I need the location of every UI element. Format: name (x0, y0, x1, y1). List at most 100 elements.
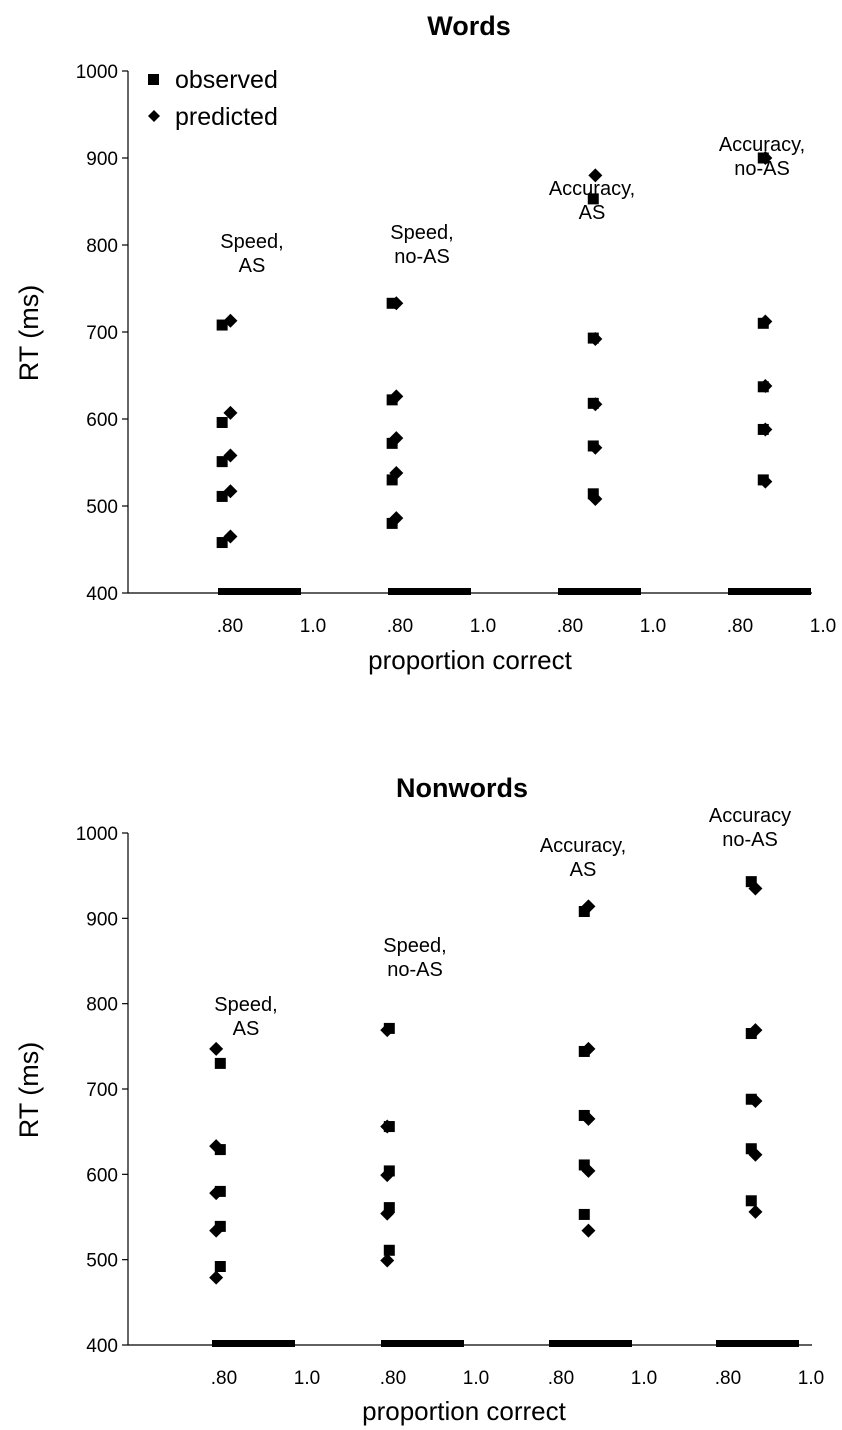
panel-baseline-bar (212, 1340, 295, 1347)
y-tick-label: 800 (86, 236, 118, 257)
predicted-point (748, 881, 763, 896)
predicted-point (223, 529, 238, 544)
observed-point (745, 876, 757, 888)
panel-condition-label: no-AS (734, 158, 790, 180)
panel-condition-label: Accuracy, (719, 134, 805, 156)
predicted-point (758, 474, 773, 489)
predicted-point (223, 313, 238, 328)
panel-baseline-bar (728, 588, 811, 595)
predicted-point (588, 168, 603, 183)
y-tick-label: 500 (86, 497, 118, 518)
legend-predicted-marker (148, 110, 160, 122)
observed-point (386, 437, 398, 449)
nonwords-y-ticks: 400 500 600 700 800 900 1000 (76, 824, 128, 1357)
predicted-point (389, 389, 404, 404)
observed-point (214, 1057, 226, 1069)
observed-point (745, 1028, 757, 1040)
observed-point (386, 394, 398, 406)
predicted-point (758, 314, 773, 329)
legend-observed-marker (148, 74, 159, 85)
observed-point (383, 1244, 395, 1256)
panel-condition-label: Accuracy, (549, 178, 635, 200)
observed-point (745, 1195, 757, 1207)
x-tick-label: 1.0 (631, 1368, 657, 1389)
predicted-point (389, 296, 404, 311)
predicted-point (748, 1204, 763, 1219)
panel-condition-label: Speed, (214, 994, 277, 1016)
x-tick-label: 1.0 (470, 616, 496, 637)
x-tick-label: .80 (380, 1368, 406, 1389)
x-tick-label: .80 (548, 1368, 574, 1389)
words-title: Words (427, 11, 511, 41)
predicted-point (380, 1253, 395, 1268)
nonwords-x-axis-label: proportion correct (362, 1396, 567, 1426)
words-y-axis-label: RT (ms) (14, 285, 44, 382)
y-tick-label: 800 (86, 995, 118, 1016)
observed-point (386, 474, 398, 486)
panel-condition-label: Accuracy, (540, 835, 626, 857)
predicted-point (758, 378, 773, 393)
panel-baseline-bar (558, 588, 641, 595)
observed-point (216, 416, 228, 428)
predicted-point (581, 1041, 596, 1056)
predicted-point (380, 1206, 395, 1221)
predicted-point (758, 422, 773, 437)
predicted-point (223, 484, 238, 499)
panel-condition-label: Speed, (383, 935, 446, 957)
predicted-point (209, 1270, 224, 1285)
x-tick-label: 1.0 (810, 616, 836, 637)
y-tick-label: 600 (86, 1165, 118, 1186)
panel-condition-label: Speed, (220, 231, 283, 253)
observed-point (578, 1109, 590, 1121)
words-legend: observed predicted (148, 66, 278, 131)
words-chart: Words RT (ms) proportion correct observe… (14, 11, 836, 675)
predicted-point (209, 1041, 224, 1056)
x-tick-label: .80 (387, 616, 413, 637)
y-tick-label: 700 (86, 323, 118, 344)
predicted-point (389, 511, 404, 526)
panel-baseline-bar (388, 588, 471, 595)
x-tick-label: 1.0 (300, 616, 326, 637)
predicted-point (748, 1023, 763, 1038)
nonwords-title: Nonwords (396, 773, 528, 803)
predicted-point (223, 405, 238, 420)
observed-point (745, 1143, 757, 1155)
observed-point (216, 456, 228, 468)
words-axes (127, 71, 812, 594)
y-tick-label: 1000 (76, 62, 118, 83)
panel-condition-label: Speed, (390, 222, 453, 244)
observed-point (578, 1208, 590, 1220)
observed-point (216, 490, 228, 502)
x-tick-label: 1.0 (640, 616, 666, 637)
predicted-point (209, 1186, 224, 1201)
nonwords-x-ticks: .80 1.0 .80 1.0 .80 1.0 .80 1.0 (211, 1340, 824, 1389)
observed-point (214, 1220, 226, 1232)
predicted-point (588, 492, 603, 507)
panel-condition-label: Accuracy (709, 805, 791, 827)
words-panels: Speed,ASSpeed,no-ASAccuracy,ASAccuracy,n… (220, 134, 805, 277)
panel-condition-label: AS (570, 859, 597, 881)
observed-point (216, 319, 228, 331)
panel-baseline-bar (716, 1340, 799, 1347)
observed-point (214, 1144, 226, 1156)
predicted-point (588, 397, 603, 412)
predicted-point (209, 1139, 224, 1154)
panel-condition-label: AS (233, 1018, 260, 1040)
legend-observed-label: observed (175, 66, 278, 94)
x-tick-label: .80 (211, 1368, 237, 1389)
x-tick-label: .80 (557, 616, 583, 637)
legend-predicted-label: predicted (175, 103, 278, 131)
nonwords-y-axis-label: RT (ms) (14, 1042, 44, 1139)
nonwords-chart: Nonwords RT (ms) proportion correct 400 5… (14, 773, 824, 1426)
predicted-point (748, 1093, 763, 1108)
predicted-point (581, 899, 596, 914)
y-tick-label: 400 (86, 584, 118, 605)
y-tick-label: 400 (86, 1336, 118, 1357)
x-tick-label: 1.0 (463, 1368, 489, 1389)
observed-point (214, 1260, 226, 1272)
panel-baseline-bar (549, 1340, 632, 1347)
y-tick-label: 500 (86, 1251, 118, 1272)
nonwords-axes (127, 833, 812, 1346)
y-tick-label: 900 (86, 909, 118, 930)
